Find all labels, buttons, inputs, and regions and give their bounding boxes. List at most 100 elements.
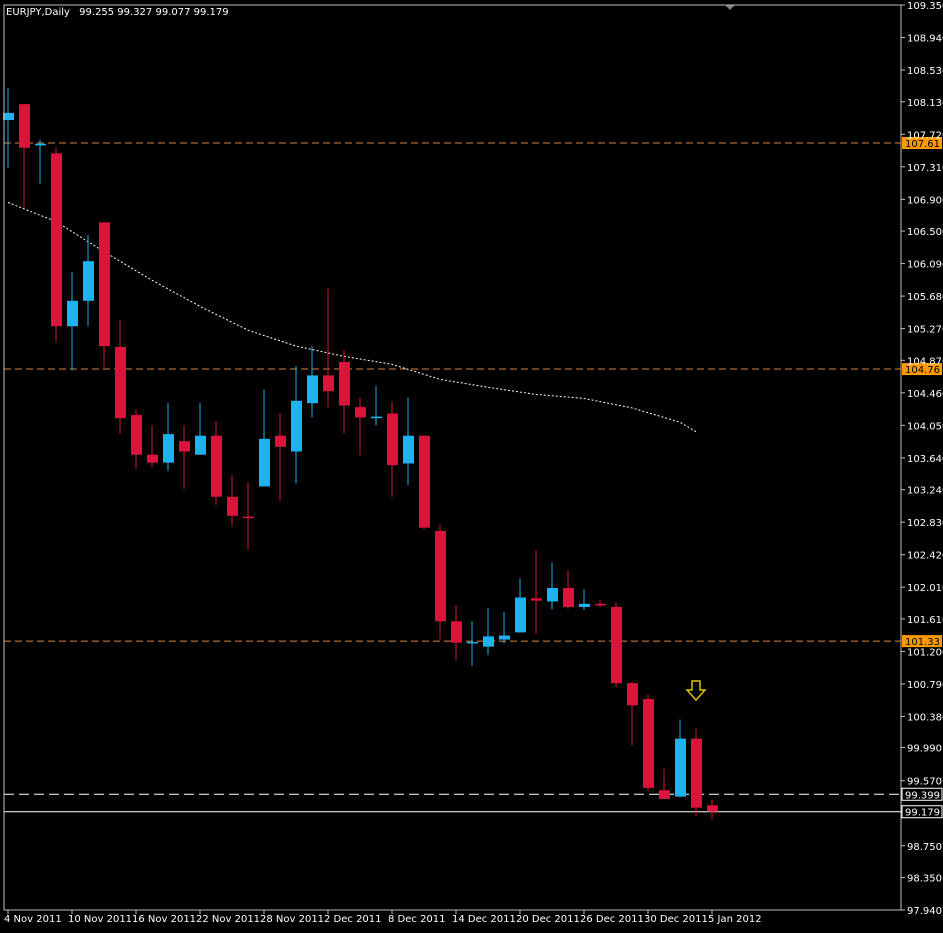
ohlc-label: 99.255 99.327 99.077 99.179 <box>79 7 229 18</box>
y-tick-label-24: 99.570 <box>907 777 942 788</box>
candle-body-26 <box>419 435 430 528</box>
down-arrow-icon <box>685 680 707 702</box>
candle-body-27 <box>435 530 446 622</box>
y-tick-label-15: 103.240 <box>907 486 943 497</box>
candle-body-25 <box>403 435 414 464</box>
candle-body-38 <box>611 607 622 684</box>
scroll-marker-icon <box>725 5 735 10</box>
y-tick-label-23: 99.990 <box>907 743 942 754</box>
candle-body-30 <box>483 636 494 647</box>
y-tick-label-6: 106.900 <box>907 195 943 206</box>
x-tick-label-11: 5 Jan 2012 <box>708 914 762 925</box>
y-tick-label-26: 98.350 <box>907 873 942 884</box>
y-tick-label-19: 101.610 <box>907 615 943 626</box>
chart-header: EURJPY,Daily 99.255 99.327 99.077 99.179 <box>6 7 229 18</box>
candle-body-44 <box>707 805 718 812</box>
level-tag-2 <box>902 635 942 648</box>
y-tick-label-21: 100.790 <box>907 680 943 691</box>
symbol-label: EURJPY,Daily <box>6 7 70 18</box>
x-tick-label-2: 16 Nov 2011 <box>132 914 196 925</box>
y-tick-label-5: 107.310 <box>907 163 943 174</box>
candle-body-31 <box>499 635 510 640</box>
x-tick-label-3: 22 Nov 2011 <box>196 914 260 925</box>
candle-body-12 <box>195 435 206 455</box>
candle-body-23 <box>371 416 382 419</box>
candle-body-7 <box>115 346 126 419</box>
candle-body-36 <box>579 603 590 608</box>
candle-body-35 <box>563 587 574 608</box>
y-tick-label-7: 106.500 <box>907 227 943 238</box>
y-tick-label-14: 103.640 <box>907 454 943 465</box>
y-tick-label-16: 102.830 <box>907 518 943 529</box>
candle-body-16 <box>259 438 270 487</box>
x-tick-label-7: 14 Dec 2011 <box>452 914 516 925</box>
y-tick-label-22: 100.380 <box>907 712 943 723</box>
price-tag-label-0: 99.399 <box>905 790 940 801</box>
y-tick-label-27: 97.940 <box>907 906 942 917</box>
x-tick-label-5: 2 Dec 2011 <box>324 914 382 925</box>
candle-body-9 <box>147 454 158 463</box>
candle-body-10 <box>163 434 174 463</box>
x-tick-label-10: 30 Dec 2011 <box>644 914 708 925</box>
y-tick-label-18: 102.010 <box>907 583 943 594</box>
candle-body-13 <box>211 435 222 497</box>
level-tag-label-1: 104.76 <box>905 365 940 376</box>
x-tick-label-9: 26 Dec 2011 <box>580 914 644 925</box>
candle-body-28 <box>451 621 462 643</box>
candle-body-8 <box>131 415 142 455</box>
y-tick-label-10: 105.270 <box>907 325 943 336</box>
level-tag-label-0: 107.61 <box>905 139 940 150</box>
candle-body-6 <box>99 222 110 347</box>
candle-body-3 <box>51 153 62 327</box>
y-tick-label-0: 109.350 <box>907 1 943 12</box>
x-tick-label-0: 4 Nov 2011 <box>4 914 62 925</box>
x-tick-label-8: 20 Dec 2011 <box>516 914 580 925</box>
moving-average-line <box>7 202 697 433</box>
candle-body-2 <box>35 143 46 146</box>
y-tick-label-20: 101.200 <box>907 647 943 658</box>
candle-body-0 <box>3 112 14 121</box>
candle-body-42 <box>675 738 686 797</box>
candle-body-20 <box>323 375 334 392</box>
y-tick-label-11: 104.870 <box>907 356 943 367</box>
y-tick-label-3: 108.130 <box>907 98 943 109</box>
candle-body-5 <box>83 261 94 301</box>
candle-body-1 <box>19 104 30 148</box>
candle-body-29 <box>467 641 478 644</box>
x-tick-label-6: 8 Dec 2011 <box>388 914 446 925</box>
level-tag-1 <box>902 363 942 376</box>
x-tick-label-4: 28 Nov 2011 <box>260 914 324 925</box>
price-tag-label-1: 99.179 <box>905 808 940 819</box>
y-tick-label-1: 108.940 <box>907 34 943 45</box>
y-tick-label-2: 108.530 <box>907 66 943 77</box>
candle-body-18 <box>291 400 302 452</box>
x-tick-label-1: 10 Nov 2011 <box>68 914 132 925</box>
candle-body-24 <box>387 413 398 466</box>
y-tick-label-17: 102.420 <box>907 551 943 562</box>
candle-body-14 <box>227 496 238 516</box>
y-tick-label-12: 104.460 <box>907 389 943 400</box>
candle-body-41 <box>659 790 670 799</box>
candle-body-22 <box>355 407 366 418</box>
y-tick-label-9: 105.680 <box>907 292 943 303</box>
level-tag-label-2: 101.33 <box>905 637 940 648</box>
candle-body-19 <box>307 375 318 404</box>
y-tick-label-25: 98.750 <box>907 842 942 853</box>
y-tick-label-4: 107.720 <box>907 130 943 141</box>
candle-body-21 <box>339 361 350 406</box>
candle-body-34 <box>547 587 558 602</box>
price-tag-0 <box>901 787 943 801</box>
candle-body-15 <box>243 516 254 519</box>
y-tick-label-8: 106.090 <box>907 260 943 271</box>
y-tick-label-13: 104.050 <box>907 421 943 432</box>
candle-body-17 <box>275 435 286 447</box>
candle-body-39 <box>627 683 638 706</box>
candle-body-37 <box>595 603 606 606</box>
candle-body-11 <box>179 441 190 452</box>
candle-body-33 <box>531 598 542 601</box>
level-tag-0 <box>902 137 942 150</box>
candle-body-40 <box>643 699 654 788</box>
